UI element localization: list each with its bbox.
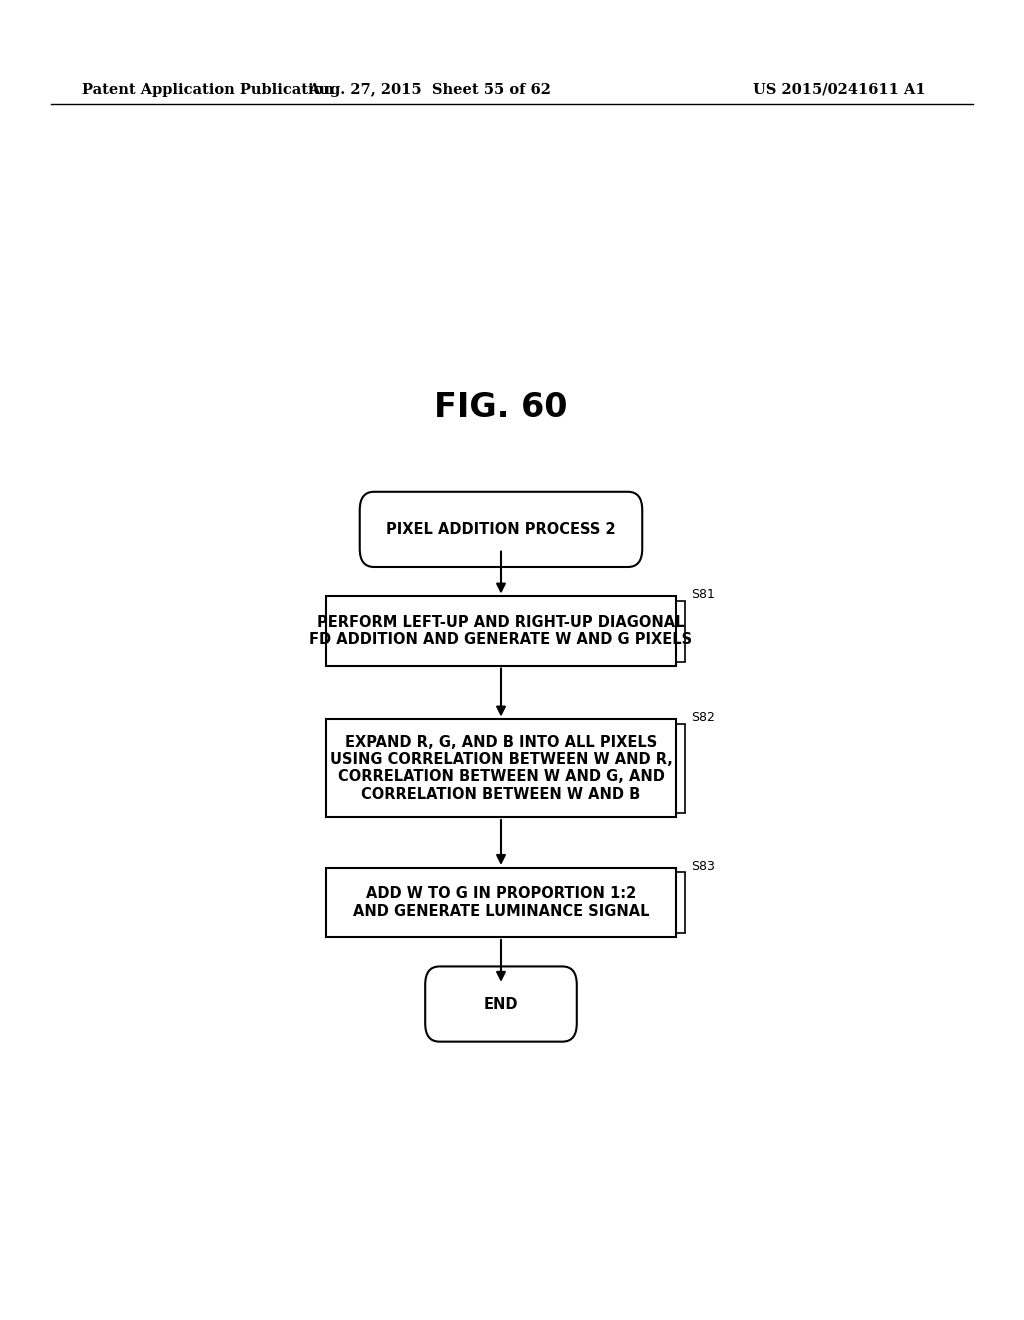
Text: PIXEL ADDITION PROCESS 2: PIXEL ADDITION PROCESS 2 (386, 521, 615, 537)
FancyBboxPatch shape (425, 966, 577, 1041)
Text: ADD W TO G IN PROPORTION 1:2
AND GENERATE LUMINANCE SIGNAL: ADD W TO G IN PROPORTION 1:2 AND GENERAT… (352, 886, 649, 919)
Text: EXPAND R, G, AND B INTO ALL PIXELS
USING CORRELATION BETWEEN W AND R,
CORRELATIO: EXPAND R, G, AND B INTO ALL PIXELS USING… (330, 735, 673, 801)
FancyBboxPatch shape (327, 719, 676, 817)
Text: S83: S83 (691, 859, 716, 873)
Text: Aug. 27, 2015  Sheet 55 of 62: Aug. 27, 2015 Sheet 55 of 62 (308, 83, 552, 96)
Text: END: END (483, 997, 518, 1011)
FancyBboxPatch shape (359, 492, 642, 568)
Text: S82: S82 (691, 711, 716, 725)
Text: PERFORM LEFT-UP AND RIGHT-UP DIAGONAL
FD ADDITION AND GENERATE W AND G PIXELS: PERFORM LEFT-UP AND RIGHT-UP DIAGONAL FD… (309, 615, 692, 647)
Text: US 2015/0241611 A1: US 2015/0241611 A1 (754, 83, 926, 96)
Text: Patent Application Publication: Patent Application Publication (82, 83, 334, 96)
FancyBboxPatch shape (327, 597, 676, 665)
Text: S81: S81 (691, 589, 716, 602)
Text: FIG. 60: FIG. 60 (434, 391, 567, 424)
FancyBboxPatch shape (327, 867, 676, 937)
